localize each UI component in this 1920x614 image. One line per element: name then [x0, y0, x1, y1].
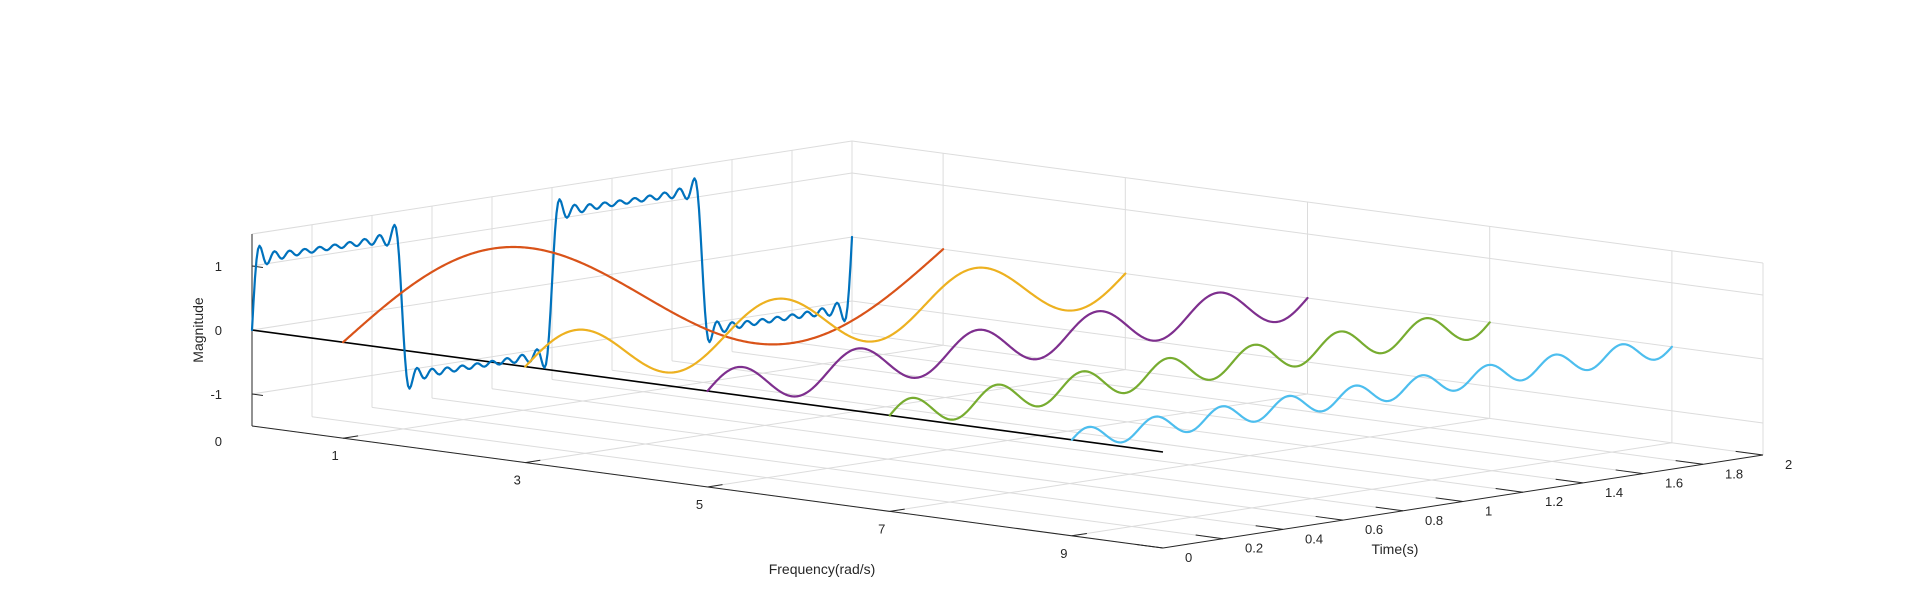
- x-tick-label: 7: [878, 521, 885, 536]
- series-line-freq-1: [342, 245, 945, 346]
- x-tick-mark: [889, 508, 905, 512]
- y-tick-label: 0.2: [1245, 541, 1263, 556]
- y-tick-label: 1.8: [1725, 466, 1743, 481]
- y-tick-mark: [1495, 488, 1524, 493]
- y-tick-label: 1: [1485, 504, 1492, 519]
- y-axis-label: Time(s): [1372, 541, 1419, 557]
- y-tick-mark: [1135, 543, 1164, 549]
- y-tick-label: 1.4: [1605, 485, 1623, 500]
- z-tick-label: 0: [215, 323, 222, 338]
- y-tick-mark: [1255, 525, 1284, 530]
- grid-line-floor-time: [311, 416, 1224, 540]
- series-group: [250, 177, 1674, 444]
- y-tick-label: 0.4: [1305, 531, 1323, 546]
- tick-labels: 1 3 5 7 9 0 0.2 0.4 0.6 0.8 1 1.2 1.4 1.6 1.8 2 -1 0 1 0: [210, 259, 1792, 565]
- x-tick-mark: [707, 484, 723, 488]
- y-tick-label: 0: [1185, 550, 1192, 565]
- x-tick-label: 5: [696, 497, 703, 512]
- grid-line-floor-time: [371, 406, 1284, 530]
- x-axis-label: Frequency(rad/s): [769, 561, 876, 577]
- y-tick-mark: [1735, 450, 1764, 456]
- x-tick-mark: [525, 459, 541, 464]
- grid-line-side-mag: [251, 172, 853, 267]
- x-tick-mark: [1071, 532, 1087, 537]
- y-tick-mark: [1435, 497, 1464, 502]
- grid-line-floor-time: [791, 341, 1704, 465]
- y-tick-label: 1.2: [1545, 494, 1563, 509]
- z-tick-mark: [251, 265, 263, 268]
- y-tick-label: 0.8: [1425, 513, 1443, 528]
- z-tick-label: 1: [215, 259, 222, 274]
- grid-line-floor-time: [611, 369, 1524, 493]
- series-line-freq-5: [706, 291, 1309, 398]
- y-tick-mark: [1555, 478, 1584, 484]
- grid-line-side-mag: [251, 300, 853, 395]
- axis-lines: [251, 234, 1764, 549]
- z-axis-label: Magnitude: [190, 297, 206, 363]
- y-tick-mark: [1675, 460, 1704, 465]
- grid-line-back-mag: [851, 172, 1764, 296]
- series-line-freq-0: [250, 177, 854, 390]
- grid-line-floor-time: [731, 351, 1644, 475]
- grid-line-floor-time: [671, 360, 1584, 484]
- grid-line-floor-time: [491, 388, 1404, 512]
- series-line-freq-7: [888, 317, 1491, 421]
- z-tick-label: -1: [210, 387, 222, 402]
- grid-line-floor-time: [551, 379, 1464, 502]
- z-tick-mark: [251, 393, 263, 396]
- series-line-freq-3: [524, 266, 1127, 374]
- box-edge: [251, 140, 853, 235]
- x-tick-mark: [343, 435, 359, 439]
- y-tick-mark: [1315, 515, 1344, 521]
- y-tick-label: 0.6: [1365, 522, 1383, 537]
- y-tick-mark: [1195, 534, 1224, 540]
- grid-line-floor-time: [431, 397, 1344, 521]
- box-edge: [851, 140, 1764, 264]
- z-floor-tick-label: 0: [215, 434, 222, 449]
- x-tick-label: 1: [331, 448, 338, 463]
- x-tick-label: 9: [1060, 546, 1067, 561]
- y-tick-label: 1.6: [1665, 476, 1683, 491]
- y-tick-label: 2: [1785, 457, 1792, 472]
- series-line-freq-9: [1070, 343, 1674, 444]
- x-tick-label: 3: [514, 473, 521, 488]
- y-tick-mark: [1375, 506, 1404, 512]
- y-tick-mark: [1615, 469, 1644, 475]
- grid-line-floor-time: [851, 332, 1764, 456]
